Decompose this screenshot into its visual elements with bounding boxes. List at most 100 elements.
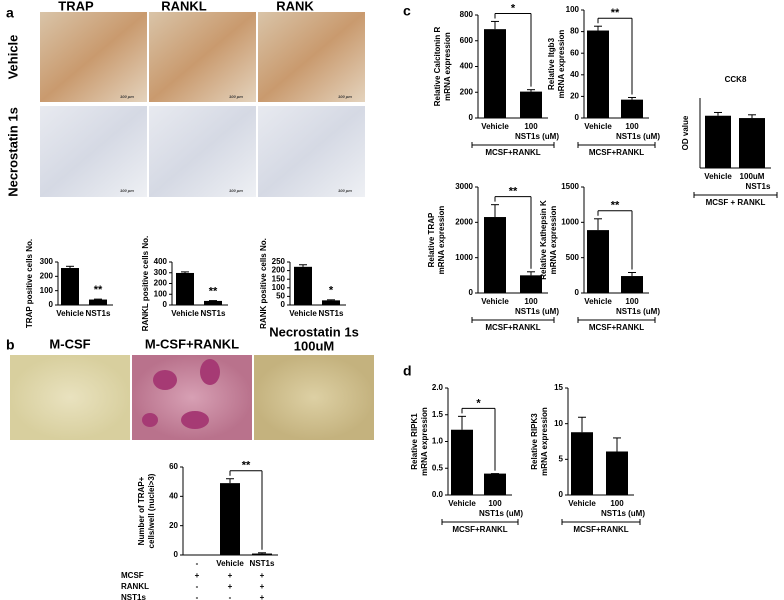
bar xyxy=(587,230,609,293)
y-tick-label: 1000 xyxy=(561,217,579,226)
y-tick-label: 800 xyxy=(460,10,474,19)
culture-image xyxy=(10,355,130,440)
y-tick-label: 300 xyxy=(40,257,54,266)
ihc-image xyxy=(149,106,256,197)
y-tick-label: 200 xyxy=(460,87,474,96)
group-label: NST1s (uM) xyxy=(601,509,645,518)
treatment-mark: + xyxy=(228,571,233,580)
y-axis-label: mRNA expression xyxy=(549,206,558,275)
treatment-mark: - xyxy=(196,593,199,600)
y-tick-label: 1.0 xyxy=(432,437,444,446)
y-tick-label: 0 xyxy=(163,300,168,309)
x-tick-label: 100 xyxy=(610,499,624,508)
y-tick-label: 60 xyxy=(570,48,579,57)
significance: ** xyxy=(94,284,103,296)
y-tick-label: 400 xyxy=(154,257,168,266)
group-label: NST1s (uM) xyxy=(616,132,660,141)
ihc-image xyxy=(258,12,365,102)
y-tick-label: 400 xyxy=(460,62,474,71)
x-tick-label: NST1s xyxy=(250,559,275,568)
bar xyxy=(176,272,194,305)
column-header: M-CSF+RANKL xyxy=(145,336,239,351)
y-tick-label: 20 xyxy=(570,92,579,101)
y-tick-label: 15 xyxy=(554,383,563,392)
y-axis-label: Relative TRAP xyxy=(427,212,436,267)
y-tick-label: 40 xyxy=(570,70,579,79)
ihc-image xyxy=(40,106,147,197)
x-tick-label: NST1s xyxy=(319,309,344,318)
y-tick-label: 1.5 xyxy=(432,410,444,419)
bar xyxy=(705,115,731,168)
significance: ** xyxy=(611,7,620,19)
group-label: NST1s (uM) xyxy=(515,132,559,141)
x-tick-label: Vehicle xyxy=(481,122,509,131)
culture-image xyxy=(254,355,374,440)
bar xyxy=(204,300,222,305)
row-header: Vehicle xyxy=(5,35,20,80)
y-tick-label: 500 xyxy=(566,253,580,262)
ihc-image xyxy=(258,106,365,197)
significance: ** xyxy=(209,285,218,297)
bar xyxy=(621,99,643,118)
column-header: 100uM xyxy=(294,338,334,353)
y-tick-label: 0 xyxy=(575,288,580,297)
y-tick-label: 2.0 xyxy=(432,383,444,392)
scale-label: 100 μm xyxy=(120,188,134,193)
y-tick-label: 80 xyxy=(570,27,579,36)
y-axis-label: RANKL positive cells No. xyxy=(141,236,150,331)
x-tick-label: Vehicle xyxy=(481,297,509,306)
treatment-mark: - xyxy=(196,582,199,591)
y-tick-label: 2000 xyxy=(455,217,473,226)
bar xyxy=(451,429,473,495)
x-tick-label: NST1s xyxy=(86,309,111,318)
bar xyxy=(587,30,609,118)
x-tick-label: 100uM xyxy=(740,172,765,181)
condition-label: MCSF+RANKL xyxy=(485,323,540,332)
column-header: RANK xyxy=(276,0,314,13)
y-tick-label: 200 xyxy=(272,266,286,275)
x-tick-label: 100 xyxy=(524,297,538,306)
y-tick-label: 200 xyxy=(40,271,54,280)
y-axis-label: Relative RIPK1 xyxy=(410,413,419,470)
treatment-label: MCSF xyxy=(121,571,144,580)
y-tick-label: 20 xyxy=(169,521,178,530)
significance: * xyxy=(511,2,516,14)
panel-letter: c xyxy=(403,3,411,19)
y-axis-label: Relative RIPK3 xyxy=(530,413,539,470)
osteoclast xyxy=(153,370,177,390)
bar xyxy=(252,553,272,555)
bar xyxy=(520,91,542,118)
x-tick-label: Vehicle xyxy=(448,499,476,508)
y-tick-label: 1000 xyxy=(455,253,473,262)
scale-label: 100 μm xyxy=(229,188,243,193)
treatment-mark: - xyxy=(229,593,232,600)
panel-letter: b xyxy=(6,337,15,353)
treatment-mark: + xyxy=(260,593,265,600)
y-tick-label: 0 xyxy=(174,550,179,559)
group-label: NST1s (uM) xyxy=(515,307,559,316)
significance: ** xyxy=(509,186,518,198)
bar xyxy=(484,473,506,495)
column-header: RANKL xyxy=(161,0,207,13)
y-tick-label: 600 xyxy=(460,36,474,45)
x-tick-label: NST1s xyxy=(201,309,226,318)
column-header: Necrostatin 1s xyxy=(269,324,359,339)
group-label: NST1s xyxy=(746,182,771,191)
y-tick-label: 1500 xyxy=(561,182,579,191)
y-axis-label: mRNA expression xyxy=(540,407,549,476)
osteoclast xyxy=(200,359,220,385)
y-axis-label: Relative Kathepsin K xyxy=(539,200,548,280)
y-tick-label: 0.0 xyxy=(432,490,444,499)
y-axis-label: mRNA expression xyxy=(557,30,566,99)
y-tick-label: 5 xyxy=(559,454,564,463)
bar xyxy=(484,217,506,293)
x-tick-label: Vehicle xyxy=(584,122,612,131)
x-tick-label: Vehicle xyxy=(568,499,596,508)
condition-label: MCSF+RANKL xyxy=(452,525,507,534)
condition-label: MCSF + RANKL xyxy=(706,198,766,207)
x-tick-label: Vehicle xyxy=(584,297,612,306)
bar xyxy=(571,432,593,495)
panel-letter: d xyxy=(403,363,412,379)
x-tick-label: 100 xyxy=(524,122,538,131)
